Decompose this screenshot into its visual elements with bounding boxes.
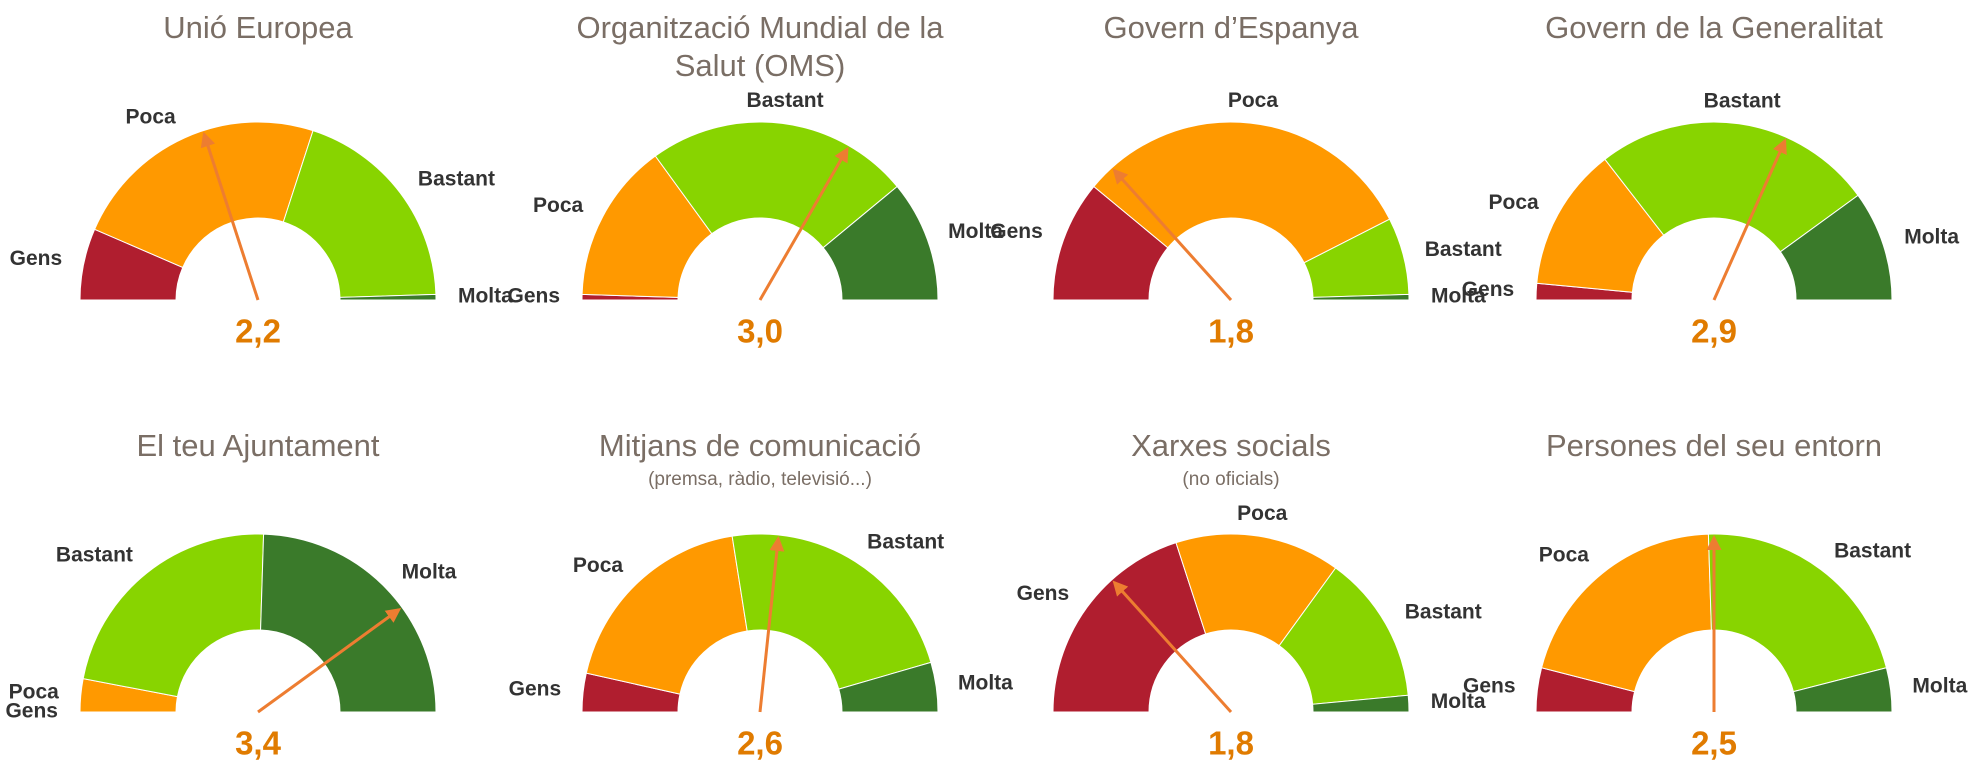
category-label: Bastant — [1405, 600, 1482, 623]
needle-value: 2,5 — [1691, 725, 1737, 762]
category-label: Molta — [1904, 226, 1959, 249]
gauge-title: Xarxes socials — [1131, 428, 1331, 463]
gauge-segment — [1312, 293, 1410, 301]
gauge: Unió Europea Gens Poca Bastant Molta 2,2 — [10, 10, 513, 350]
category-label: Gens — [10, 247, 63, 270]
gauge: Organització Mundial de la Salut (OMS) Gen… — [507, 10, 1003, 350]
gauge-subtitle: (premsa, ràdio, televisió...) — [648, 469, 872, 490]
category-label: Poca — [533, 194, 584, 217]
gauge-segment — [1792, 667, 1893, 713]
gauge: Mitjans de comunicació (premsa, ràdio, te… — [509, 428, 1013, 762]
category-label: Bastant — [867, 531, 944, 554]
category-label: Molta — [1431, 284, 1486, 307]
gauge-segment — [731, 533, 932, 690]
needle-value: 3,0 — [737, 313, 783, 350]
gauge-title: Govern de la Generalitat — [1545, 10, 1883, 45]
category-label: Bastant — [1425, 238, 1502, 261]
gauge-segment — [581, 155, 713, 298]
category-label: Gens — [1463, 674, 1516, 697]
category-label: Gens — [507, 284, 560, 307]
needle-value: 1,8 — [1208, 725, 1254, 762]
gauge-segment — [282, 130, 437, 298]
category-label: Poca — [125, 105, 176, 128]
category-label: Molta — [948, 220, 1003, 243]
gauge-segment — [1052, 542, 1207, 713]
category-label: Molta — [1431, 690, 1486, 713]
gauge-segment — [838, 661, 939, 713]
needle — [758, 535, 785, 713]
category-label: Bastant — [1704, 90, 1781, 113]
gauge-segment — [822, 185, 939, 301]
gauge-segment — [585, 535, 748, 695]
needle-value: 1,8 — [1208, 313, 1254, 350]
gauge-segment — [82, 533, 265, 698]
gauge-title: Unió Europea — [163, 10, 353, 45]
gauge: Govern de la Generalitat Gens Poca Bastant M… — [1462, 10, 1960, 350]
gauge-segment — [1779, 194, 1893, 301]
needle — [257, 607, 402, 714]
gauge-segment — [339, 293, 437, 301]
gauge-segment — [260, 533, 437, 713]
needle — [1112, 580, 1233, 714]
category-label: Poca — [9, 681, 60, 704]
gauge: Govern d’Espanya Gens Poca Bastant Molta 1,8 — [990, 10, 1501, 350]
gauge-segment — [1175, 533, 1337, 647]
gauge-title: Organització Mundial de la Salut (OMS) — [576, 10, 944, 83]
gauge-segment — [1707, 533, 1888, 693]
category-label: Poca — [573, 554, 624, 577]
needle-value: 2,9 — [1691, 313, 1737, 350]
gauge-segment — [1536, 158, 1665, 293]
gauge: Xarxes socials (no oficials) Gens Poca Basta… — [1017, 428, 1486, 762]
category-label: Poca — [1539, 543, 1590, 566]
category-label: Gens — [990, 220, 1043, 243]
category-label: Poca — [1489, 191, 1540, 214]
category-label: Molta — [402, 560, 457, 583]
needle — [1112, 168, 1233, 302]
category-label: Bastant — [747, 89, 824, 112]
needle-value: 3,4 — [235, 725, 282, 762]
gauge: Persones del seu entorn Gens Poca Bastant Mo… — [1463, 428, 1968, 762]
category-label: Poca — [1237, 502, 1288, 525]
needle-value: 2,6 — [737, 725, 783, 762]
gauge-title: El teu Ajuntament — [137, 428, 380, 463]
gauge-segment — [1604, 121, 1859, 253]
gauge-title: Mitjans de comunicació — [599, 428, 921, 463]
gauge-segment — [93, 121, 314, 269]
category-label: Molta — [458, 284, 513, 307]
category-label: Bastant — [418, 167, 495, 190]
category-label: Molta — [1912, 674, 1967, 697]
gauge-title: Persones del seu entorn — [1546, 428, 1882, 463]
needle-value: 2,2 — [235, 313, 281, 350]
category-label: Gens — [509, 678, 562, 701]
gauge-segment — [1540, 533, 1712, 693]
gauge-subtitle: (no oficials) — [1182, 469, 1279, 490]
category-label: Gens — [1462, 278, 1515, 301]
category-label: Bastant — [56, 543, 133, 566]
category-label: Gens — [5, 700, 58, 723]
category-label: Gens — [1017, 582, 1070, 605]
gauge-segment — [1312, 694, 1410, 713]
needle — [1712, 138, 1787, 301]
needle — [758, 146, 849, 301]
gauge-title: Govern d’Espanya — [1103, 10, 1359, 45]
category-label: Bastant — [1834, 540, 1911, 563]
category-label: Poca — [1228, 89, 1279, 112]
category-label: Molta — [958, 671, 1013, 694]
needle — [200, 131, 260, 301]
